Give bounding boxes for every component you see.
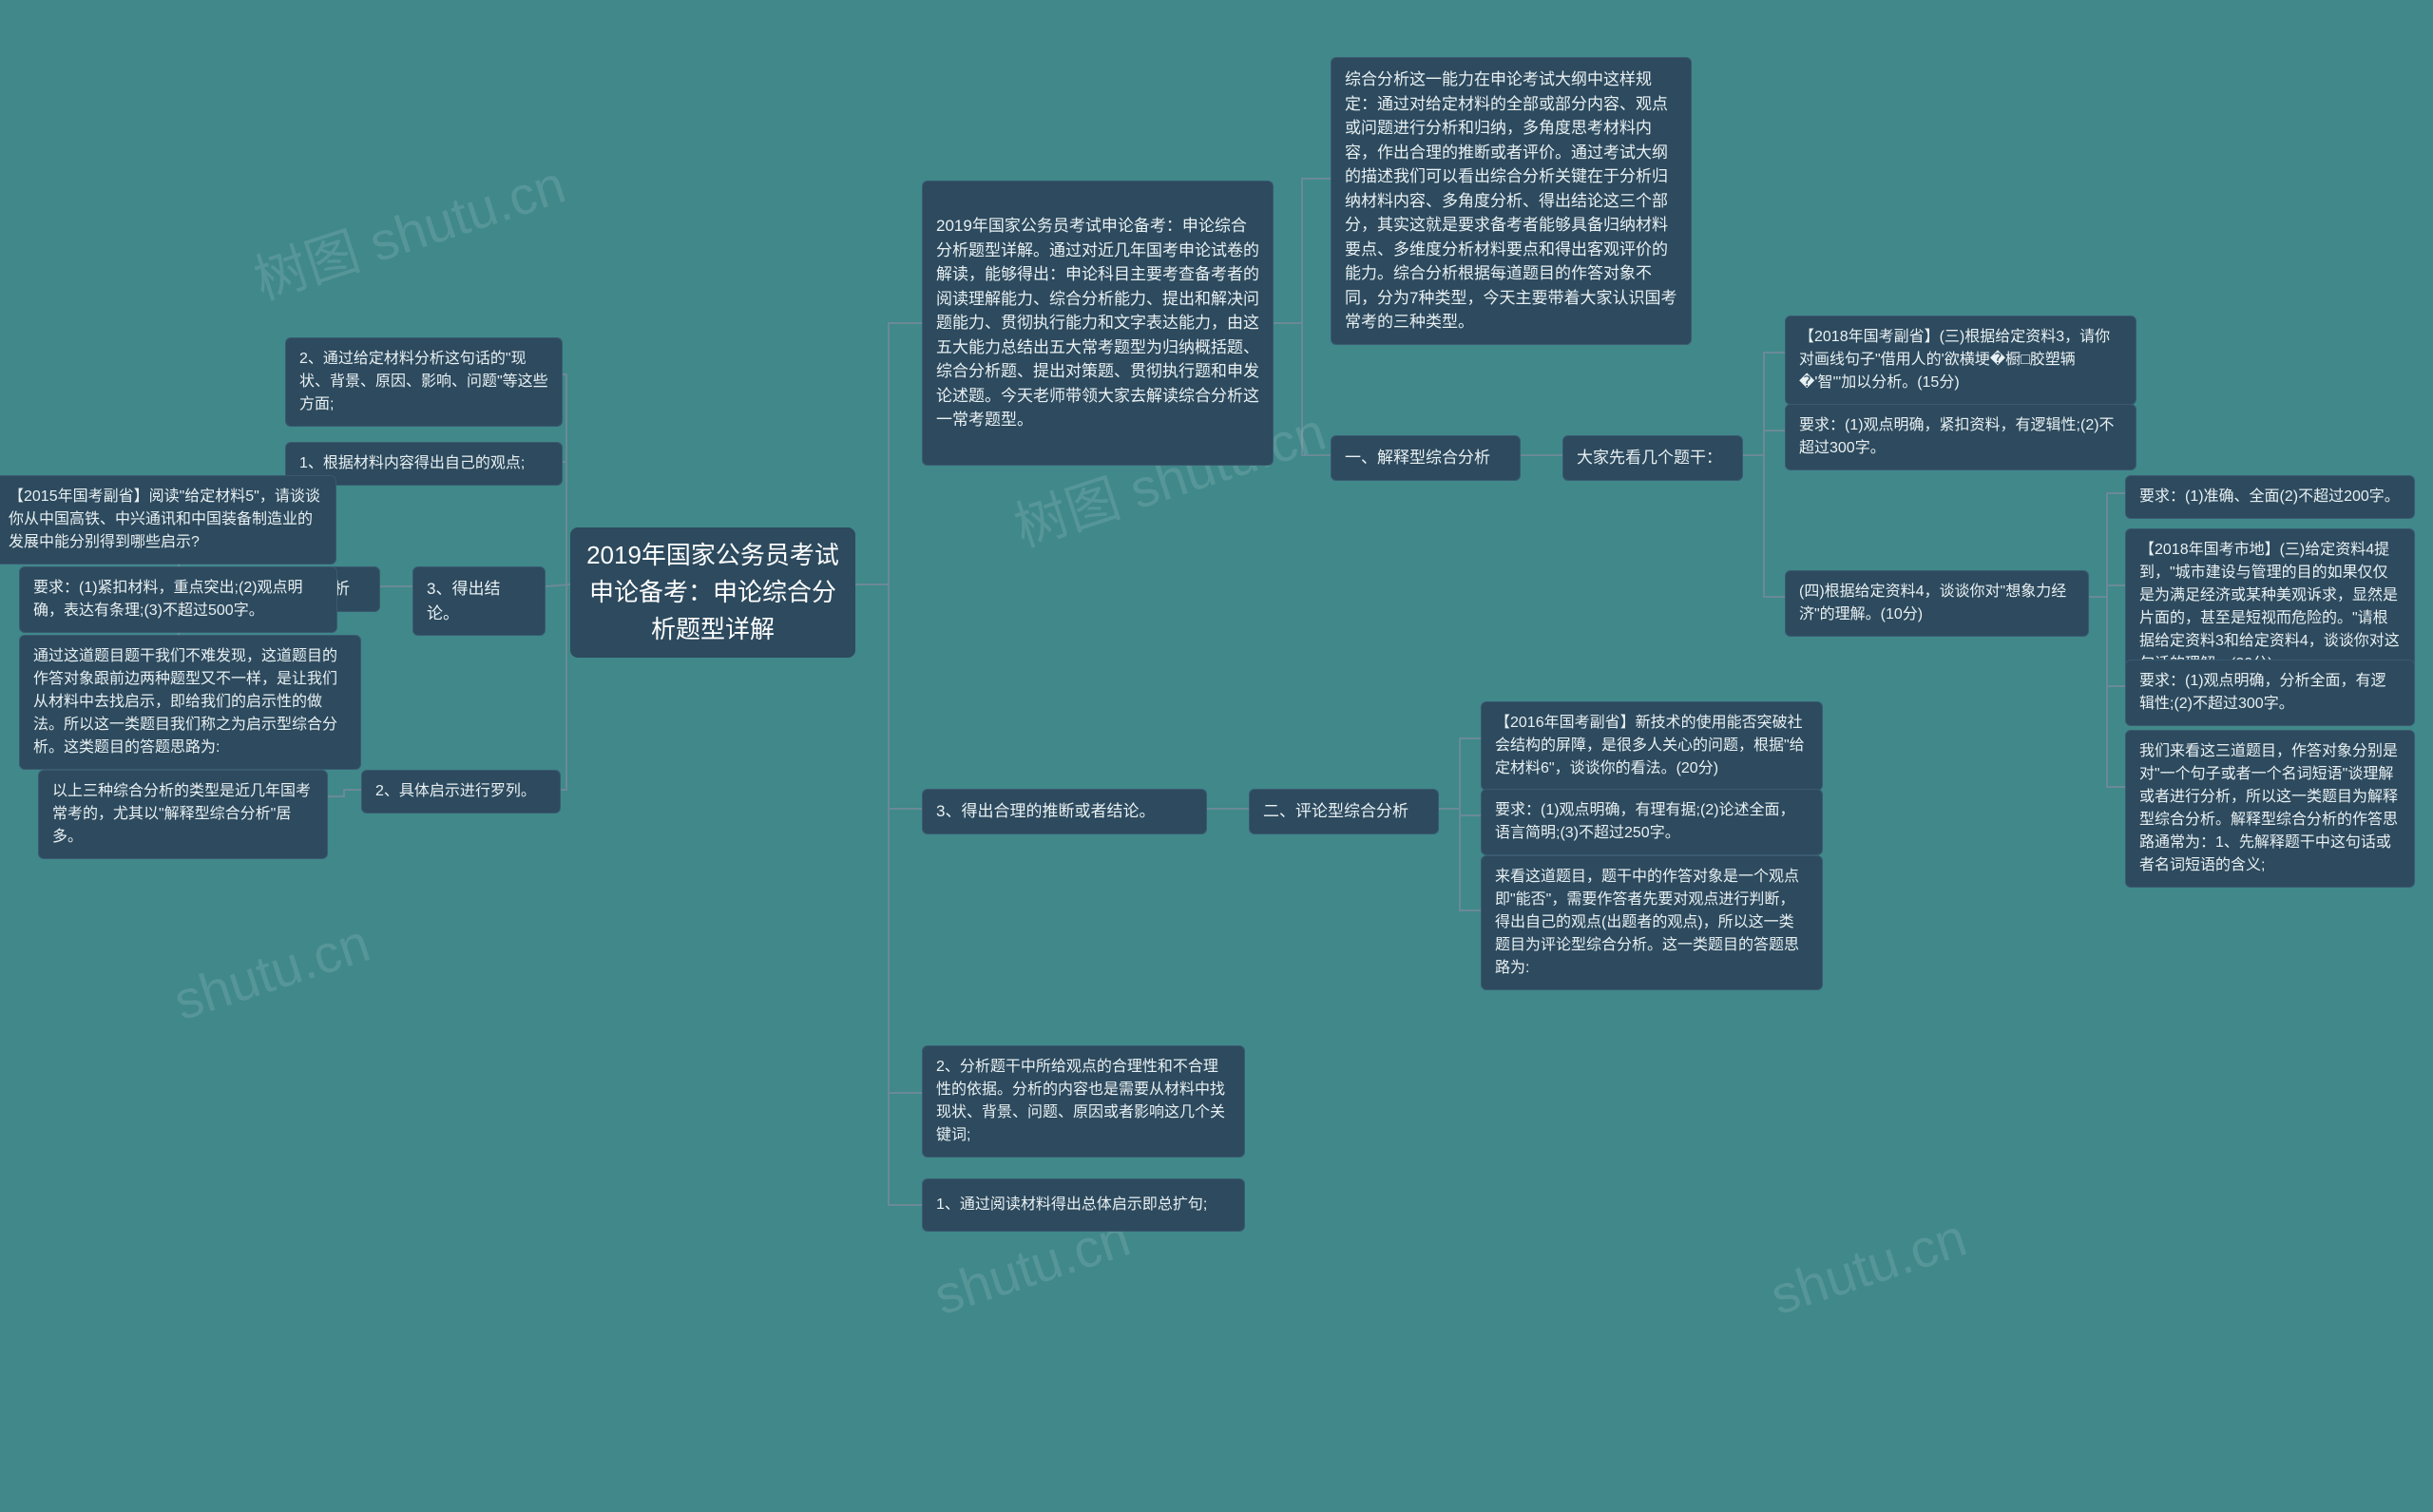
- type2-item-0: 【2016年国考副省】新技术的使用能否突破社会结构的屏障，是很多人关心的问题，根…: [1481, 701, 1823, 791]
- mid-extra-0: 2、分析题干中所给观点的合理性和不合理性的依据。分析的内容也是需要从材料中找现状…: [922, 1045, 1245, 1158]
- type3-item-0: 【2015年国考副省】阅读"给定材料5"，请谈谈你从中国高铁、中兴通讯和中国装备…: [0, 475, 336, 565]
- type2-label: 二、评论型综合分析: [1249, 789, 1439, 834]
- left-bottom-0: 2、具体启示进行罗列。: [361, 770, 561, 813]
- watermark: 树图 shutu.cn: [243, 143, 574, 316]
- mid3-node: 3、得出合理的推断或者结论。: [922, 789, 1207, 834]
- connector: [2089, 597, 2125, 787]
- intro-right-node: 综合分析这一能力在申论考试大纲中这样规定：通过对给定材料的全部或部分内容、观点或…: [1331, 57, 1692, 345]
- connector: [855, 584, 922, 809]
- type1-sub-2: 要求：(1)观点明确，分析全面，有逻辑性;(2)不超过300字。: [2125, 660, 2415, 726]
- watermark: shutu.cn: [1763, 1206, 1973, 1327]
- connector: [546, 584, 570, 586]
- mid-extra-1: 1、通过阅读材料得出总体启示即总扩句;: [922, 1178, 1245, 1232]
- watermark: shutu.cn: [166, 911, 376, 1032]
- type1-label: 一、解释型综合分析: [1331, 435, 1521, 481]
- connector: [328, 790, 361, 796]
- connector: [561, 584, 570, 790]
- connector: [2089, 597, 2125, 686]
- type1-sub-3: 我们来看这三道题目，作答对象分别是对"一个句子或者一个名词短语"谈理解或者进行分…: [2125, 730, 2415, 888]
- connector: [2089, 585, 2125, 597]
- root-node: 2019年国家公务员考试申论备考：申论综合分析题型详解: [570, 527, 855, 658]
- type2-item-1: 要求：(1)观点明确，有理有据;(2)论述全面，语言简明;(3)不超过250字。: [1481, 789, 1823, 855]
- left-bottom-1: 以上三种综合分析的类型是近几年国考常考的，尤其以"解释型综合分析"居多。: [38, 770, 328, 859]
- connector: [563, 374, 570, 584]
- connector: [1439, 738, 1481, 809]
- type1-sub-0: 要求：(1)准确、全面(2)不超过200字。: [2125, 475, 2415, 519]
- left-child-0: 2、通过给定材料分析这句话的"现状、背景、原因、影响、问题"等这些方面;: [285, 337, 563, 427]
- left3-node: 3、得出结论。: [412, 566, 546, 636]
- connector: [1743, 353, 1785, 455]
- type1-item-2: (四)根据给定资料4，谈谈你对"想象力经济"的理解。(10分): [1785, 570, 2089, 637]
- connector: [1439, 809, 1481, 815]
- type1-item-0: 【2018年国考副省】(三)根据给定资料3，请你对画线句子"借用人的'欲横埂�橱…: [1785, 316, 2136, 405]
- connector: [855, 584, 922, 1093]
- connector: [855, 323, 922, 584]
- type3-item-2: 通过这道题目题干我们不难发现，这道题目的作答对象跟前边两种题型又不一样，是让我们…: [19, 635, 361, 770]
- connector: [563, 462, 570, 584]
- connector: [1439, 809, 1481, 910]
- type1-item-1: 要求：(1)观点明确，紧扣资料，有逻辑性;(2)不超过300字。: [1785, 404, 2136, 470]
- type1-q-label: 大家先看几个题干：: [1562, 435, 1743, 481]
- type2-item-2: 来看这道题目，题干中的作答对象是一个观点即"能否"，需要作答者先要对观点进行判断…: [1481, 855, 1823, 990]
- connector: [1274, 179, 1331, 323]
- connector: [1743, 431, 1785, 455]
- connector: [1274, 323, 1331, 455]
- type3-item-1: 要求：(1)紧扣材料，重点突出;(2)观点明确，表达有条理;(3)不超过500字…: [19, 566, 337, 633]
- connector: [855, 584, 922, 1205]
- connector: [2089, 493, 2125, 597]
- connector: [1743, 455, 1785, 597]
- intro-node: 2019年国家公务员考试申论备考：申论综合分析题型详解。通过对近几年国考申论试卷…: [922, 181, 1274, 466]
